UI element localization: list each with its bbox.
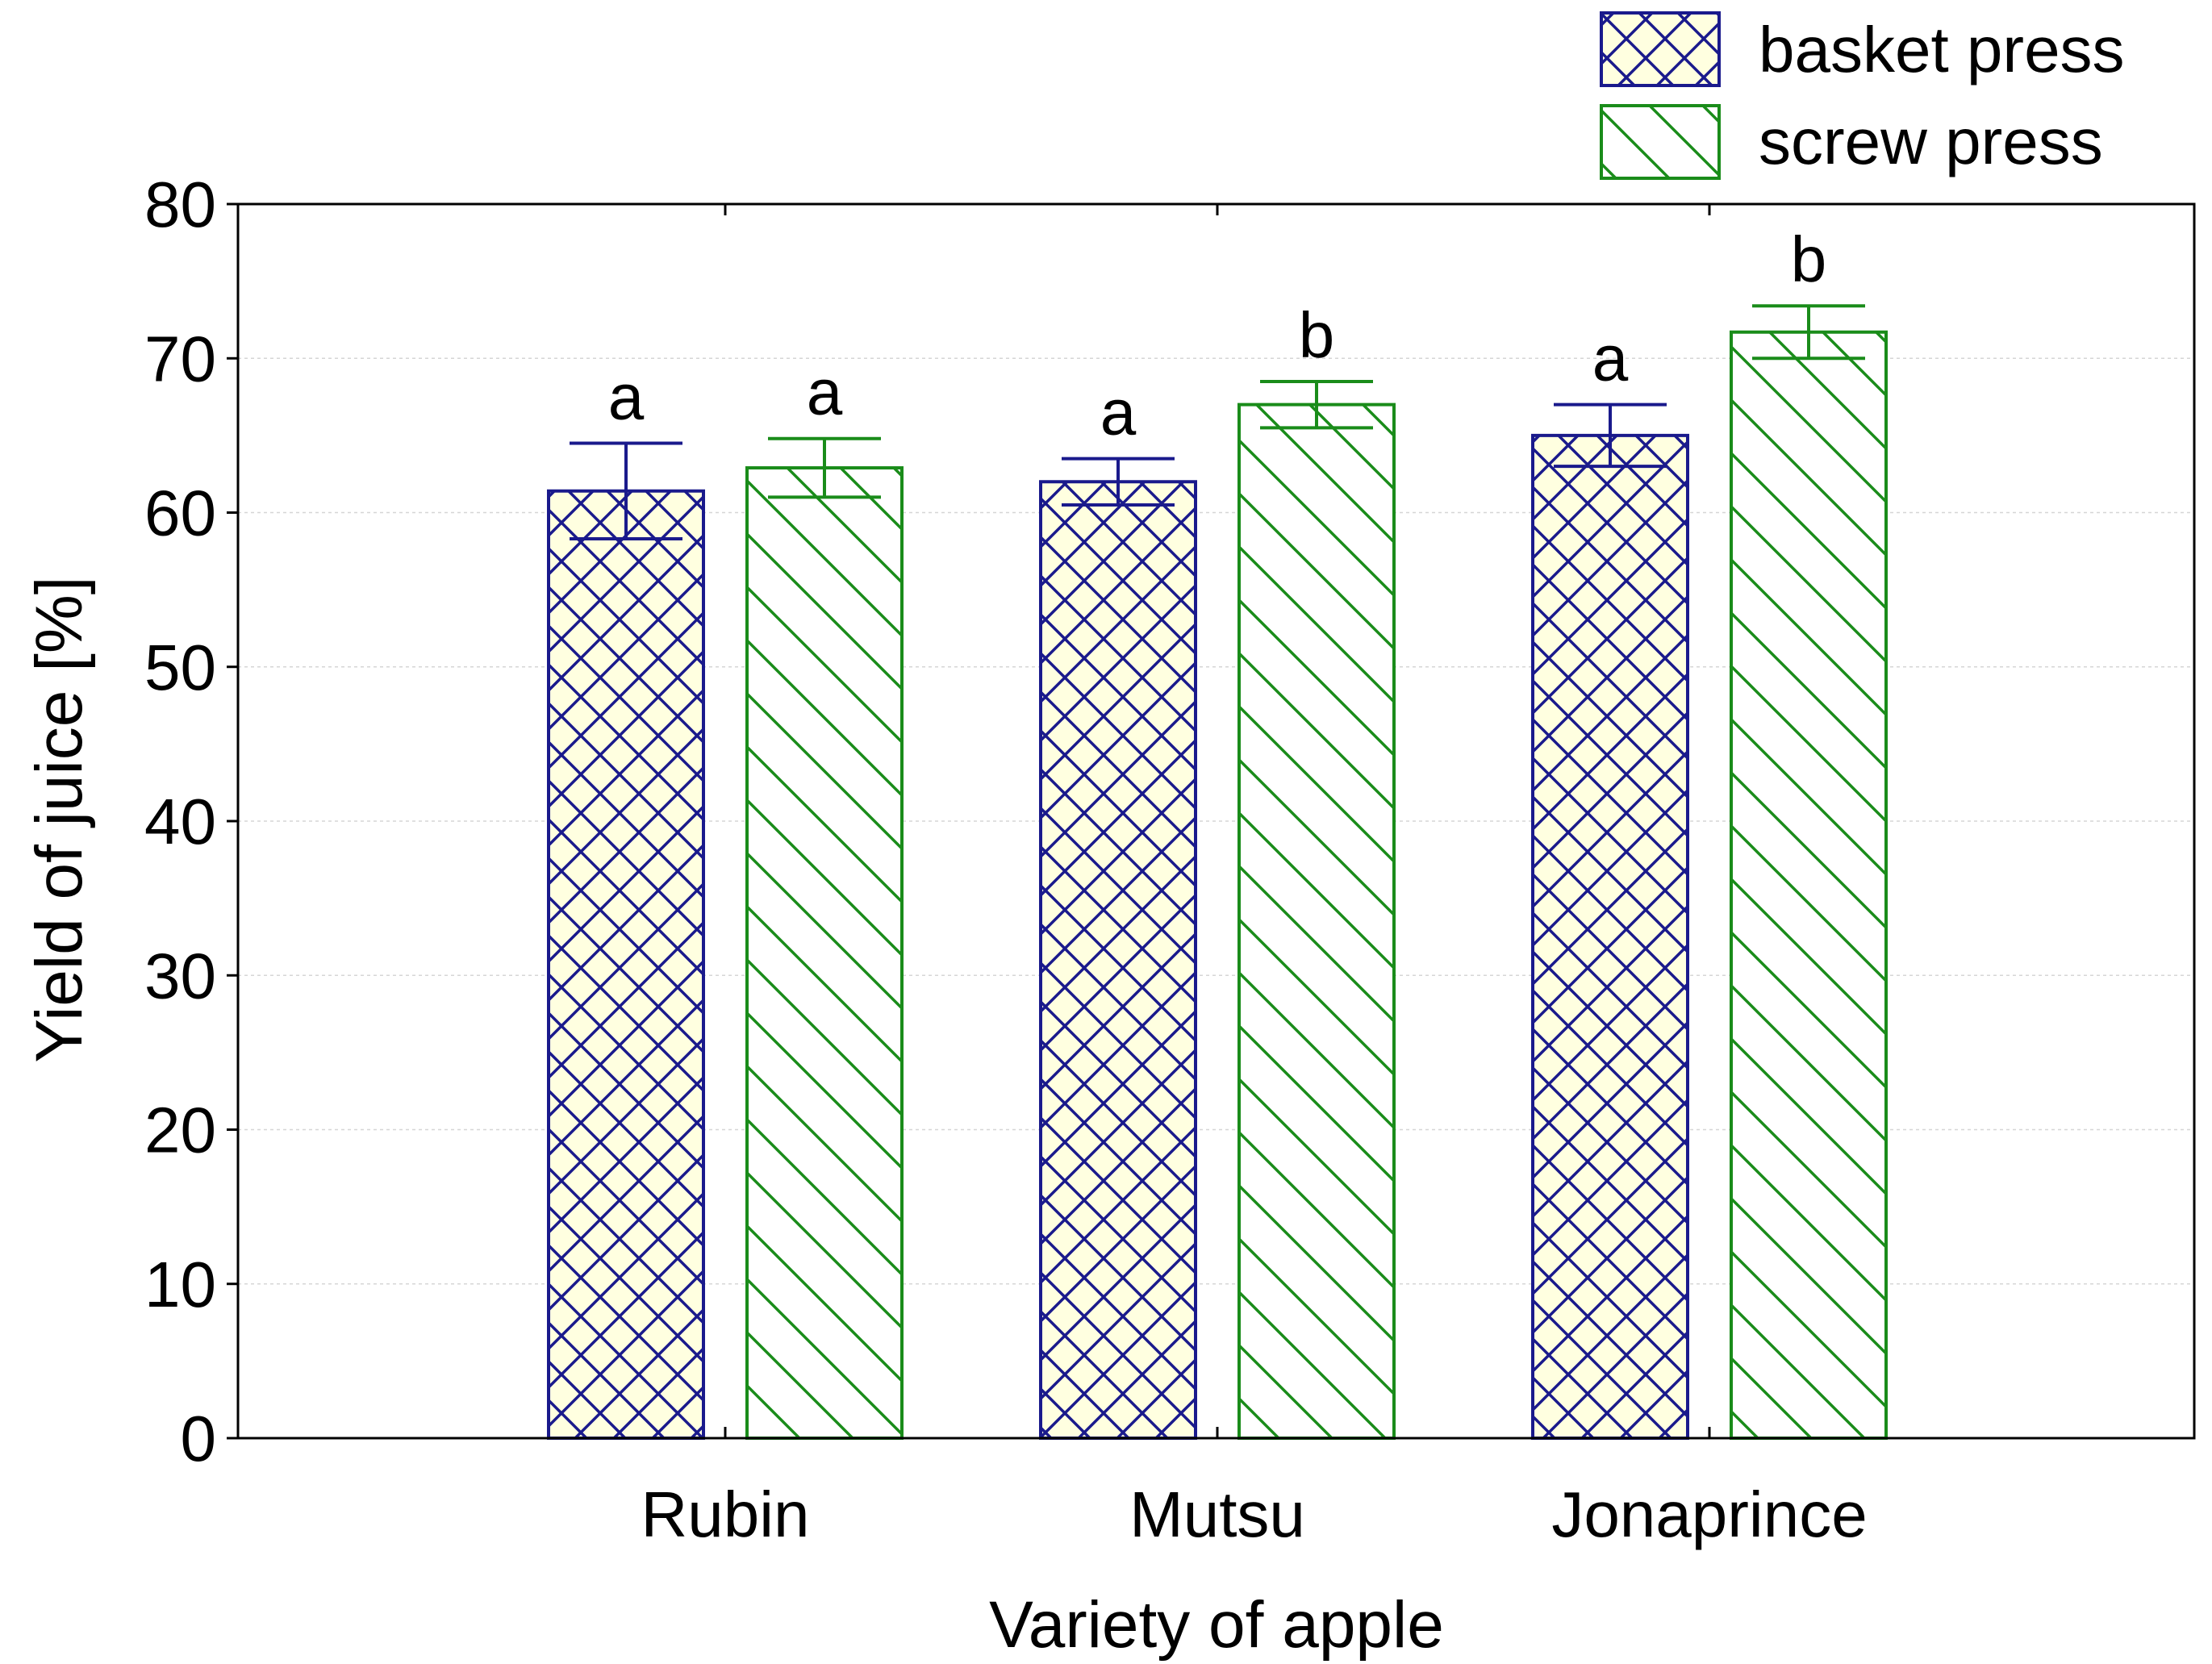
legend-label-basket-press: basket press <box>1759 14 2125 85</box>
legend-label-screw-press: screw press <box>1759 106 2103 177</box>
y-tick-label-10: 10 <box>144 1249 216 1320</box>
x-tick-label-mutsu: Mutsu <box>1129 1478 1305 1550</box>
y-tick-label-50: 50 <box>144 632 216 703</box>
y-tick-label-30: 30 <box>144 940 216 1011</box>
significance-mutsu-screw-press: b <box>1299 299 1335 371</box>
y-tick-label-40: 40 <box>144 786 216 857</box>
significance-mutsu-basket-press: a <box>1100 377 1137 448</box>
legend-swatch-screw-press <box>1600 104 1721 180</box>
bar-rubin-basket-press <box>547 489 705 1440</box>
plot-frame <box>236 202 2196 1440</box>
bar-mutsu-screw-press <box>1237 402 1396 1440</box>
x-axis-title: Variety of apple <box>989 1588 1444 1662</box>
y-tick-label-0: 0 <box>181 1403 217 1474</box>
bar-rubin-screw-press <box>745 466 904 1440</box>
bar-jonaprince-screw-press <box>1730 330 1888 1440</box>
y-tick-label-60: 60 <box>144 478 216 549</box>
legend: basket press screw press <box>1600 11 2125 180</box>
y-tick-label-20: 20 <box>144 1095 216 1166</box>
y-tick-label-80: 80 <box>144 169 216 240</box>
y-tick-label-70: 70 <box>144 323 216 394</box>
y-axis-title: Yield of juice [%] <box>23 576 96 1062</box>
bar-mutsu-basket-press <box>1039 480 1197 1440</box>
bar-jonaprince-basket-press <box>1531 433 1689 1440</box>
significance-labels: a a a a b b <box>608 223 1827 448</box>
x-tick-label-jonaprince: Jonaprince <box>1551 1478 1867 1550</box>
y-axis-ticks: 0 10 20 30 40 50 60 70 80 <box>144 169 238 1474</box>
bars <box>547 330 1888 1440</box>
significance-jonaprince-basket-press: a <box>1592 323 1629 394</box>
legend-swatch-basket-press <box>1600 11 1721 87</box>
significance-jonaprince-screw-press: b <box>1791 223 1827 295</box>
significance-rubin-basket-press: a <box>608 361 645 432</box>
significance-rubin-screw-press: a <box>807 357 843 428</box>
x-axis-ticks: Rubin Mutsu Jonaprince <box>641 204 1868 1550</box>
x-tick-label-rubin: Rubin <box>641 1478 809 1550</box>
error-bars <box>570 304 1865 541</box>
